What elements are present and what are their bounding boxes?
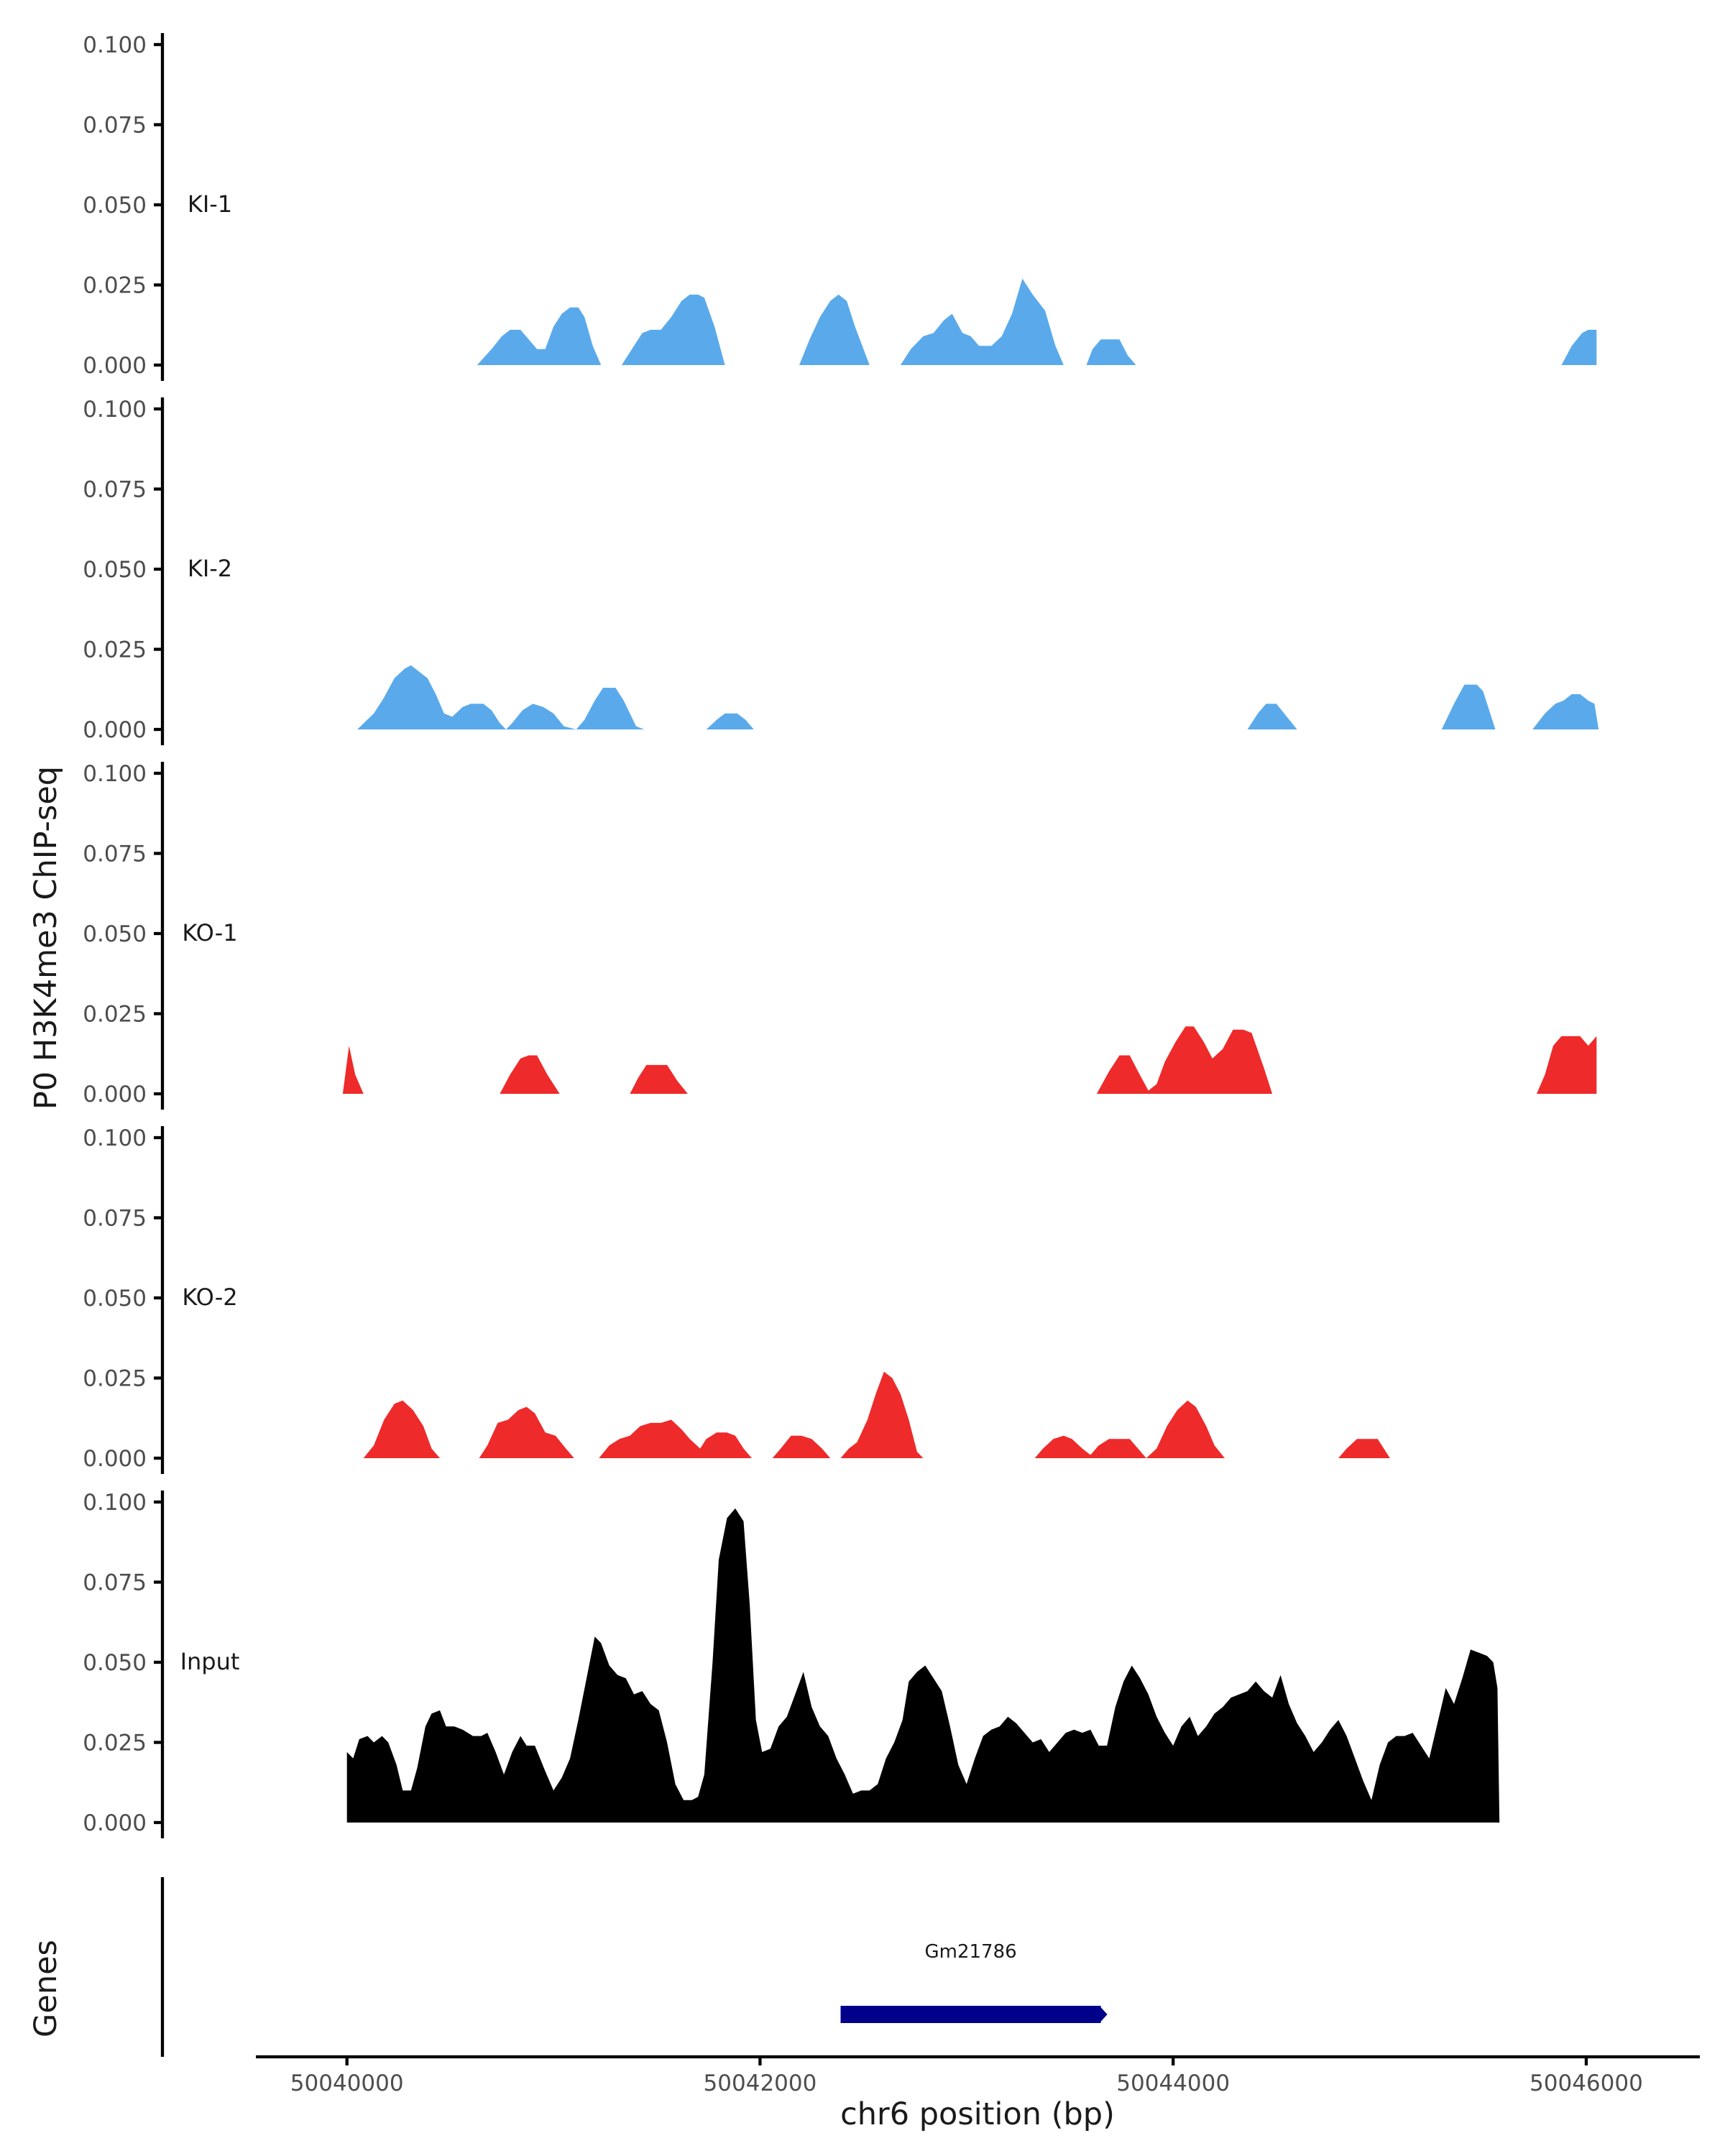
y-tick-label: 0.050 <box>83 1650 147 1676</box>
track-ko-1: 0.000 0.025 0.050 0.075 0.100 KO-1 <box>83 761 1597 1110</box>
coverage-area-ki-1 <box>477 278 1597 365</box>
coverage-area-input <box>346 1508 1500 1823</box>
y-axis-title: P0 H3K4me3 ChIP-seq <box>28 766 64 1110</box>
y-tick-label: 0.025 <box>83 1366 147 1392</box>
track-ko-2: 0.000 0.025 0.050 0.075 0.100 KO-2 <box>83 1125 1390 1474</box>
x-tick-label: 50046000 <box>1530 2070 1643 2096</box>
y-tick-label: 0.050 <box>83 193 147 218</box>
y-tick-label: 0.025 <box>83 1731 147 1756</box>
genes-panel: Gm21786 <box>160 1877 1108 2057</box>
track-label: Input <box>180 1648 240 1675</box>
y-tick-label: 0.075 <box>83 477 147 503</box>
coverage-area-ki-2 <box>357 665 1599 729</box>
y-tick-label: 0.050 <box>83 557 147 583</box>
track-ki-2: 0.000 0.025 0.050 0.075 0.100 KI-2 <box>83 397 1599 745</box>
y-tick-label: 0.100 <box>83 1125 147 1151</box>
genes-axis-title: Genes <box>28 1940 64 2037</box>
y-tick-label: 0.000 <box>83 353 147 379</box>
y-tick-label: 0.050 <box>83 921 147 947</box>
track-label: KI-1 <box>188 190 232 218</box>
y-tick-label: 0.025 <box>83 637 147 663</box>
y-tick-label: 0.075 <box>83 1206 147 1232</box>
y-tick-label: 0.000 <box>83 717 147 743</box>
x-tick-label: 50044000 <box>1116 2070 1230 2096</box>
track-label: KO-1 <box>182 919 237 946</box>
y-tick-label: 0.075 <box>83 1570 147 1596</box>
y-tick-label: 0.100 <box>83 32 147 58</box>
y-tick-label: 0.100 <box>83 397 147 423</box>
track-panels: 0.0000.0250.0500.0750.100KI-10.0000.0250… <box>83 32 1599 1838</box>
track-label: KO-2 <box>182 1284 237 1311</box>
y-tick-label: 0.100 <box>83 1490 147 1516</box>
y-tick-label: 0.025 <box>83 1002 147 1028</box>
gene-strand-arrow <box>1099 2006 1108 2023</box>
x-tick-label: 50042000 <box>704 2070 817 2096</box>
y-tick-label: 0.000 <box>83 1082 147 1107</box>
y-tick-label: 0.050 <box>83 1286 147 1312</box>
coverage-area-ko-2 <box>363 1371 1390 1458</box>
y-tick-label: 0.000 <box>83 1810 147 1836</box>
y-tick-label: 0.025 <box>83 273 147 299</box>
y-tick-label: 0.075 <box>83 113 147 139</box>
gene-label: Gm21786 <box>924 1941 1016 1963</box>
track-input: 0.000 0.025 0.050 0.075 0.100 Input <box>83 1490 1500 1838</box>
x-axis-title: chr6 position (bp) <box>840 2096 1115 2132</box>
x-tick-label: 50040000 <box>290 2070 404 2096</box>
x-axis: 50040000 50042000 50044000 50046000 <box>256 2055 1700 2096</box>
track-label: KI-2 <box>188 555 232 582</box>
y-tick-label: 0.100 <box>83 761 147 787</box>
track-ki-1: 0.000 0.025 0.050 0.075 0.100 KI-1 <box>83 32 1597 381</box>
y-tick-label: 0.000 <box>83 1446 147 1472</box>
coverage-area-ko-1 <box>342 1026 1597 1094</box>
y-tick-label: 0.075 <box>83 842 147 867</box>
gene-body <box>840 2006 1101 2023</box>
